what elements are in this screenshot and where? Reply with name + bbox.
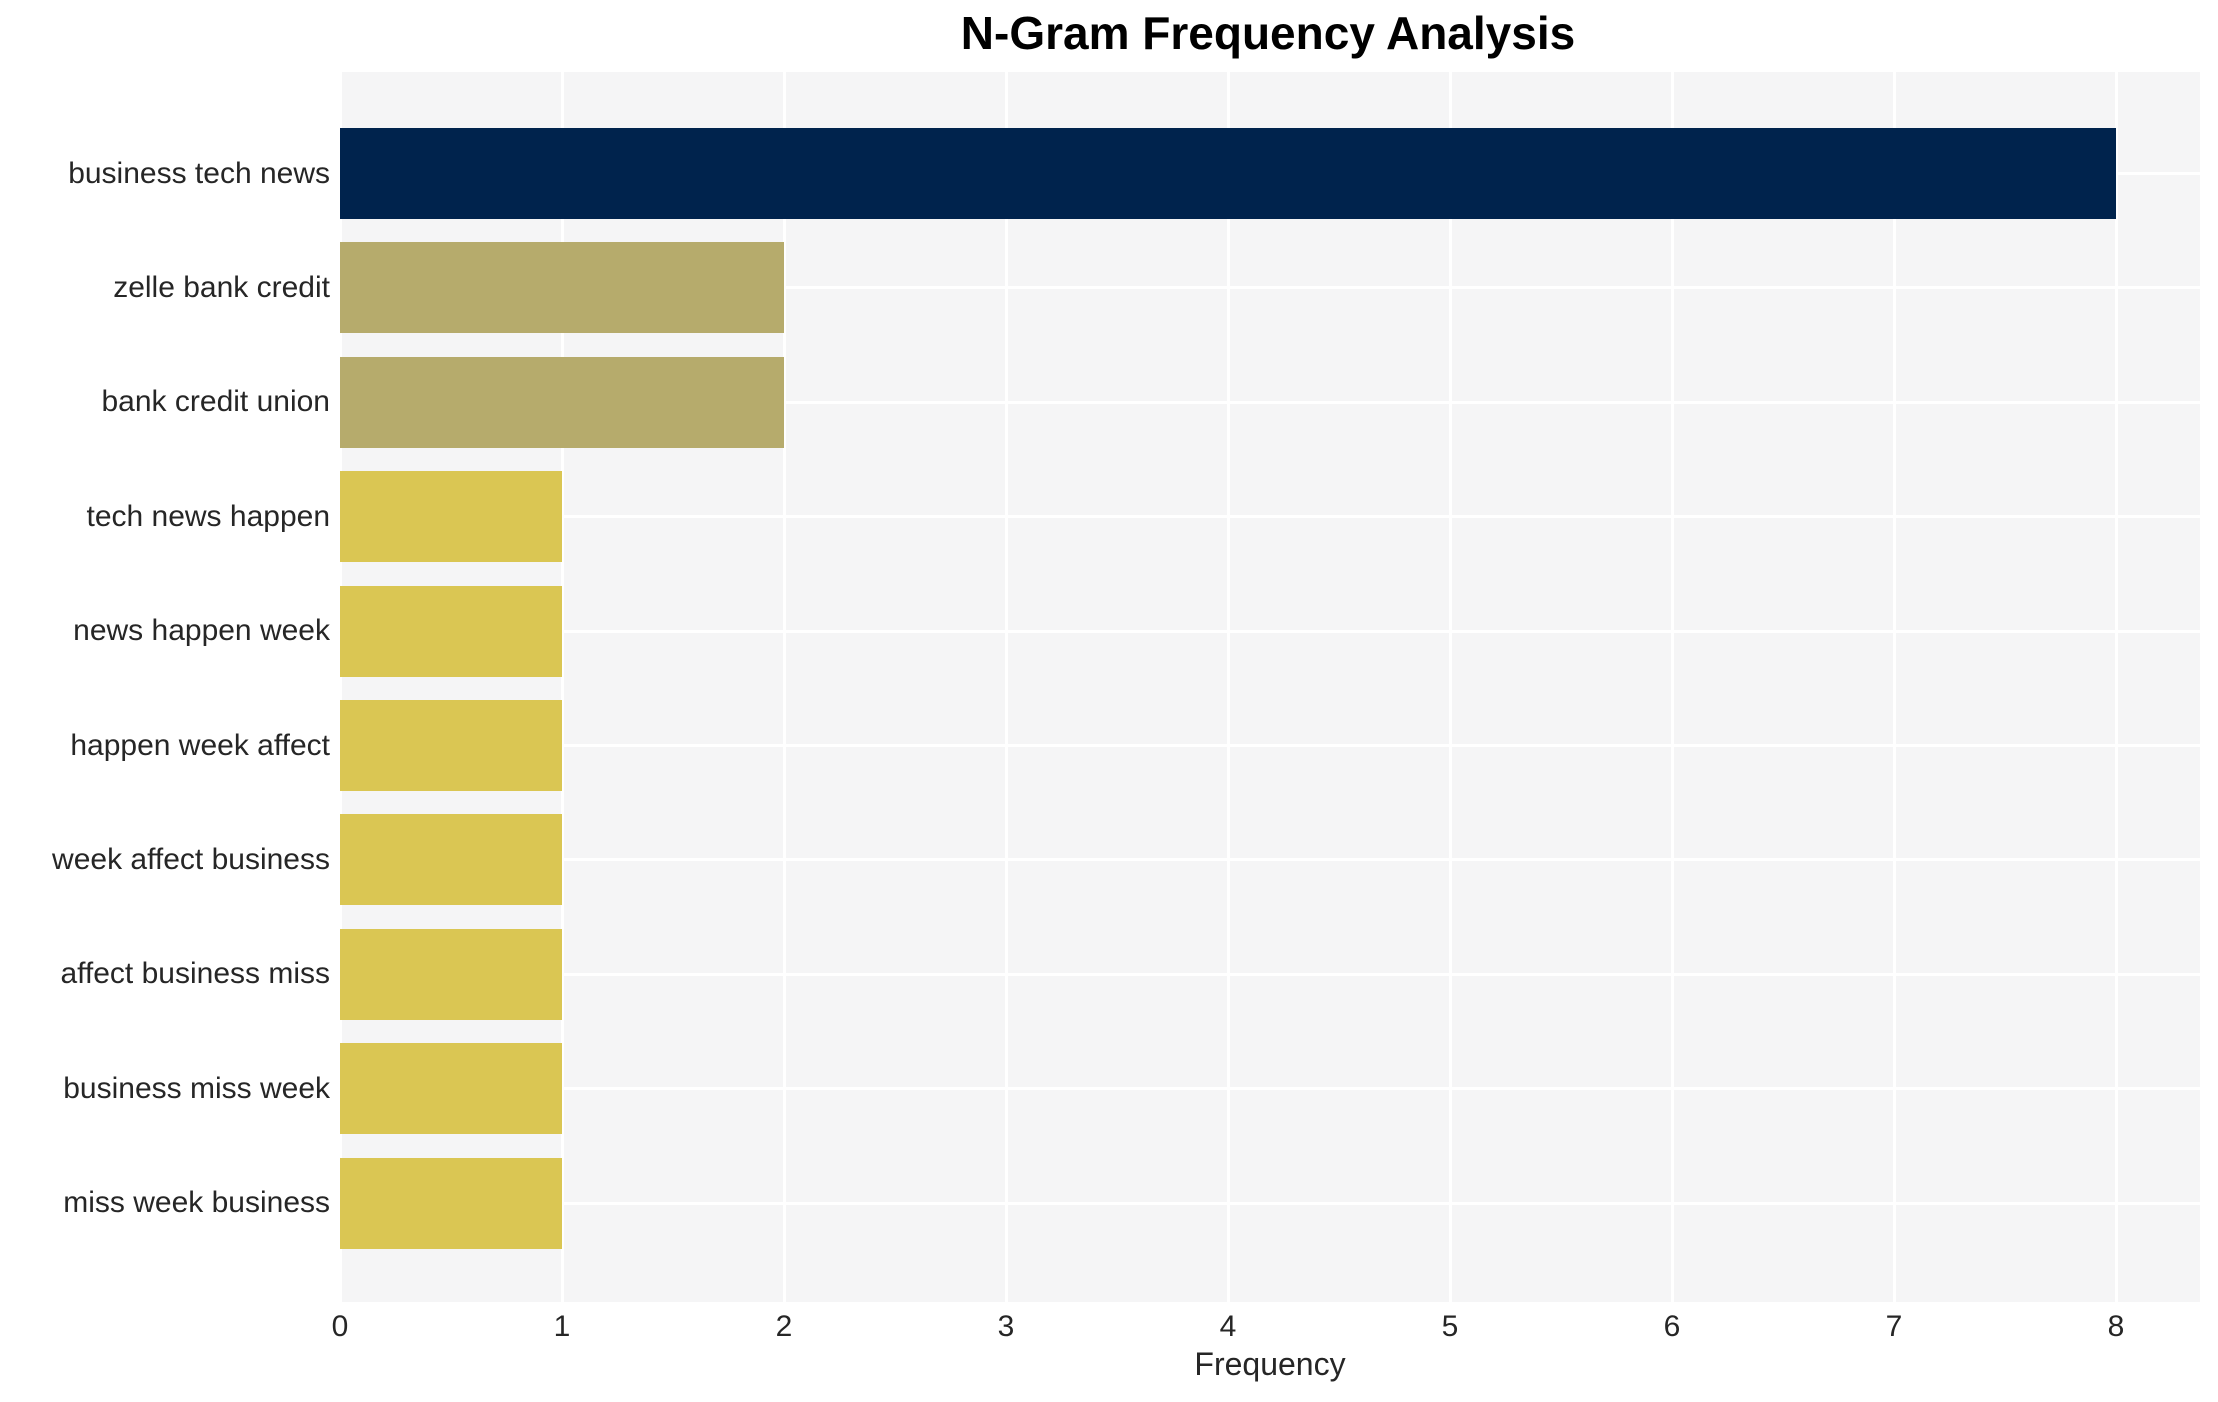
x-gridline-7 — [1892, 72, 1896, 1302]
y-gridline-1 — [340, 286, 2200, 290]
x-tick-label-1: 1 — [553, 1310, 571, 1343]
x-tick-label-8: 8 — [2107, 1310, 2125, 1343]
bar-week-affect-business — [340, 814, 562, 906]
bar-tech-news-happen — [340, 471, 562, 563]
x-gridline-0 — [338, 72, 342, 1302]
x-gridline-4 — [1226, 72, 1230, 1302]
y-gridline-3 — [340, 515, 2200, 519]
bar-business-tech-news — [340, 128, 2116, 219]
x-gridline-5 — [1448, 72, 1452, 1302]
y-gridline-6 — [340, 858, 2200, 862]
bar-happen-week-affect — [340, 700, 562, 791]
x-tick-label-4: 4 — [1219, 1310, 1237, 1343]
category-label-business-tech-news: business tech news — [68, 156, 330, 190]
x-gridline-2 — [782, 72, 786, 1302]
x-tick-label-3: 3 — [997, 1310, 1015, 1343]
x-gridline-6 — [1670, 72, 1674, 1302]
category-label-happen-week-affect: happen week affect — [70, 728, 330, 762]
category-label-miss-week-business: miss week business — [63, 1186, 330, 1220]
x-gridline-1 — [560, 72, 564, 1302]
x-axis-title: Frequency — [1194, 1346, 1346, 1382]
bar-news-happen-week — [340, 585, 562, 677]
category-label-affect-business-miss: affect business miss — [60, 957, 330, 991]
y-gridline-2 — [340, 400, 2200, 404]
y-gridline-5 — [340, 744, 2200, 747]
x-tick-label-7: 7 — [1885, 1310, 1903, 1343]
x-tick-label-6: 6 — [1663, 1310, 1681, 1343]
category-label-business-miss-week: business miss week — [63, 1071, 330, 1105]
y-gridline-9 — [340, 1201, 2200, 1205]
x-tick-label-2: 2 — [775, 1310, 793, 1343]
category-label-zelle-bank-credit: zelle bank credit — [113, 270, 330, 304]
chart-title: N-Gram Frequency Analysis — [960, 7, 1576, 59]
bar-bank-credit-union — [340, 356, 784, 448]
x-gridline-3 — [1004, 72, 1008, 1302]
category-label-bank-credit-union: bank credit union — [101, 385, 331, 419]
bar-business-miss-week — [340, 1043, 562, 1135]
y-gridline-8 — [340, 1087, 2200, 1091]
bar-miss-week-business — [340, 1157, 562, 1249]
category-label-news-happen-week: news happen week — [73, 614, 330, 648]
category-label-tech-news-happen: tech news happen — [86, 499, 330, 533]
x-gridline-8 — [2114, 72, 2118, 1302]
x-tick-label-0: 0 — [331, 1310, 349, 1343]
plot-area — [338, 72, 2200, 1302]
category-label-week-affect-business: week affect business — [52, 842, 330, 876]
bar-zelle-bank-credit — [340, 242, 784, 334]
y-gridline-7 — [340, 972, 2200, 976]
bar-affect-business-miss — [340, 928, 562, 1020]
y-gridline-4 — [340, 629, 2200, 633]
x-tick-label-5: 5 — [1441, 1310, 1459, 1343]
